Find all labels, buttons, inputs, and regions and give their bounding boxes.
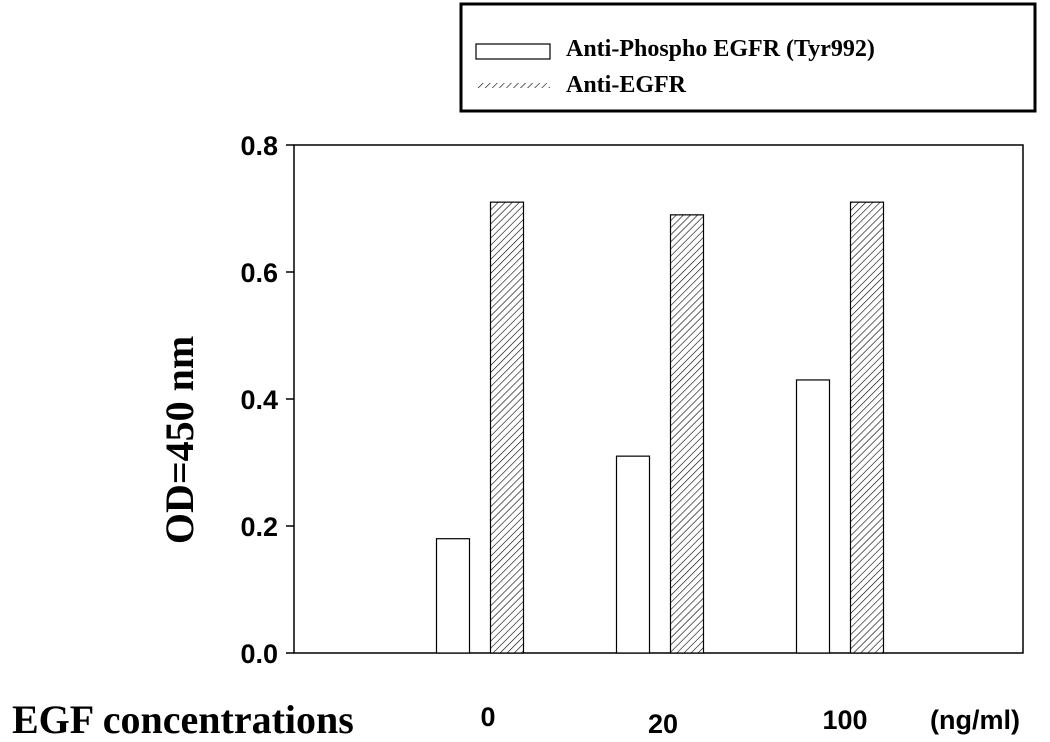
y-tick-label: 0.2 [240, 512, 278, 542]
x-axis-title: EGF concentrations [12, 697, 354, 742]
y-tick-label: 0.4 [240, 385, 278, 415]
legend-label-phospho: Anti-Phospho EGFR (Tyr992) [566, 36, 875, 62]
x-tick-label: 20 [648, 709, 678, 739]
bar-egfr-20 [669, 214, 705, 654]
bar-egfr-100 [849, 201, 885, 654]
bar-egfr-0 [489, 201, 525, 654]
y-axis-title: OD=450 nm [157, 336, 202, 544]
x-axis-labels: 0 20 100 [480, 702, 867, 739]
y-tick-label: 0.6 [240, 258, 278, 288]
bar-phospho-egfr-100 [795, 379, 831, 654]
legend-swatch-egfr [476, 83, 550, 88]
plot-area [293, 144, 1024, 654]
x-tick-label: 100 [822, 705, 867, 735]
x-axis-unit: (ng/ml) [930, 705, 1020, 735]
legend-swatch-phospho [475, 43, 551, 60]
y-axis: 0.0 0.2 0.4 0.6 0.8 [240, 131, 294, 669]
bar-phospho-egfr-0 [435, 538, 471, 654]
bars [435, 201, 885, 654]
y-tick-label: 0.8 [240, 131, 278, 161]
y-tick-label: 0.0 [240, 639, 278, 669]
legend-label-egfr: Anti-EGFR [566, 72, 687, 98]
bar-phospho-egfr-20 [615, 455, 651, 654]
legend: Anti-Phospho EGFR (Tyr992) Anti-EGFR [459, 2, 1037, 113]
x-tick-label: 0 [480, 702, 495, 732]
legend-box [459, 2, 1037, 113]
